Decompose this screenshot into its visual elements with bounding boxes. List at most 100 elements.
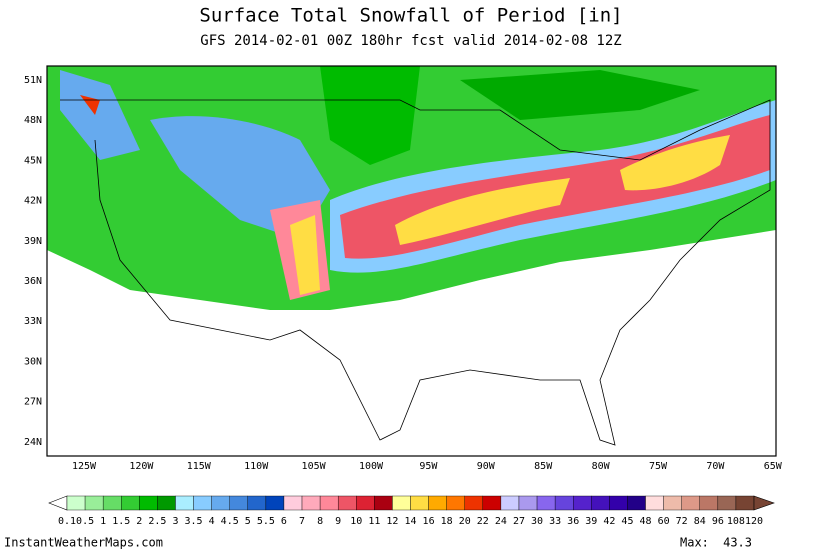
colorbar-swatch bbox=[500, 495, 520, 511]
colorbar-label: 3 bbox=[172, 516, 178, 527]
colorbar-swatch bbox=[446, 495, 465, 511]
colorbar-label: 36 bbox=[567, 516, 579, 527]
colorbar-label: 24 bbox=[495, 516, 507, 527]
colorbar-swatch bbox=[554, 495, 574, 511]
colorbar-label: 84 bbox=[694, 516, 706, 527]
lon-label: 85W bbox=[534, 461, 553, 472]
lat-label: 33N bbox=[24, 316, 42, 327]
colorbar-label: 0.1 bbox=[58, 516, 76, 527]
colorbar-swatch bbox=[609, 495, 628, 511]
colorbar-label: 60 bbox=[658, 516, 670, 527]
colorbar-swatch bbox=[229, 495, 248, 511]
colorbar-label: 108 bbox=[727, 516, 745, 527]
site-name: InstantWeatherMaps.com bbox=[4, 536, 163, 550]
colorbar-swatch bbox=[536, 495, 556, 511]
lon-label: 100W bbox=[359, 461, 384, 472]
colorbar-label: 4.5 bbox=[221, 516, 239, 527]
colorbar-label: 120 bbox=[745, 516, 763, 527]
colorbar-label: 96 bbox=[712, 516, 724, 527]
colorbar-swatch bbox=[428, 495, 447, 511]
lat-label: 36N bbox=[24, 276, 42, 287]
colorbar-label: 42 bbox=[603, 516, 615, 527]
colorbar-swatch bbox=[717, 495, 737, 511]
lon-label: 125W bbox=[72, 461, 97, 472]
colorbar-swatch bbox=[175, 495, 194, 511]
colorbar-label: 45 bbox=[621, 516, 633, 527]
colorbar-label: 33 bbox=[549, 516, 561, 527]
colorbar-label: 2 bbox=[136, 516, 142, 527]
lon-label: 75W bbox=[649, 461, 668, 472]
colorbar-label: 27 bbox=[513, 516, 525, 527]
lat-label: 39N bbox=[24, 236, 42, 247]
colorbar-label: 0.5 bbox=[76, 516, 94, 527]
subtitle: GFS 2014-02-01 00Z 180hr fcst valid 2014… bbox=[200, 33, 621, 49]
title: Surface Total Snowfall of Period [in] bbox=[199, 5, 622, 27]
colorbar-swatch bbox=[410, 495, 429, 511]
colorbar-swatch bbox=[84, 495, 104, 511]
colorbar-swatch bbox=[735, 495, 755, 511]
colorbar-swatch bbox=[121, 495, 140, 511]
colorbar-swatch bbox=[699, 495, 719, 511]
colorbar-label: 3.5 bbox=[185, 516, 203, 527]
lat-label: 48N bbox=[24, 115, 42, 126]
colorbar-swatch bbox=[193, 495, 212, 511]
colorbar-label: 2.5 bbox=[148, 516, 166, 527]
colorbar-label: 6 bbox=[281, 516, 287, 527]
lon-label: 70W bbox=[706, 461, 725, 472]
lat-label: 24N bbox=[24, 437, 42, 448]
lat-label: 27N bbox=[24, 397, 42, 408]
max-value: 43.3 bbox=[723, 536, 752, 550]
colorbar-swatch bbox=[283, 495, 303, 511]
colorbar-swatch bbox=[157, 495, 176, 511]
colorbar-swatch bbox=[591, 495, 610, 511]
colorbar-swatch bbox=[301, 495, 321, 511]
colorbar-label: 20 bbox=[459, 516, 471, 527]
colorbar-label: 72 bbox=[676, 516, 688, 527]
colorbar-swatch bbox=[663, 495, 682, 511]
colorbar-swatch bbox=[211, 495, 230, 511]
lon-label: 110W bbox=[244, 461, 269, 472]
lon-label: 115W bbox=[187, 461, 212, 472]
colorbar-swatch bbox=[139, 495, 158, 511]
colorbar-label: 1 bbox=[100, 516, 106, 527]
colorbar-arrow-left bbox=[48, 495, 68, 511]
colorbar-swatch bbox=[627, 495, 646, 511]
lon-label: 95W bbox=[419, 461, 438, 472]
colorbar-label: 7 bbox=[299, 516, 305, 527]
colorbar-swatch bbox=[518, 495, 538, 511]
colorbar-label: 22 bbox=[477, 516, 489, 527]
lon-label: 65W bbox=[764, 461, 783, 472]
lon-label: 120W bbox=[129, 461, 154, 472]
colorbar-label: 11 bbox=[368, 516, 380, 527]
lat-label: 30N bbox=[24, 356, 42, 367]
colorbar-label: 9 bbox=[335, 516, 341, 527]
colorbar-label: 4 bbox=[209, 516, 215, 527]
lat-label: 51N bbox=[24, 75, 42, 86]
colorbar-label: 12 bbox=[386, 516, 398, 527]
colorbar-swatch bbox=[337, 495, 357, 511]
colorbar-label: 16 bbox=[423, 516, 435, 527]
colorbar-swatch bbox=[482, 495, 502, 511]
colorbar-label: 30 bbox=[531, 516, 543, 527]
colorbar-arrow-right bbox=[753, 495, 775, 511]
colorbar-label: 48 bbox=[640, 516, 652, 527]
lon-label: 90W bbox=[477, 461, 496, 472]
colorbar-swatch bbox=[319, 495, 339, 511]
colorbar-label: 18 bbox=[441, 516, 453, 527]
colorbar-swatch bbox=[681, 495, 700, 511]
max-label: Max: bbox=[680, 536, 709, 550]
colorbar-swatch bbox=[645, 495, 664, 511]
colorbar-swatch bbox=[374, 495, 393, 511]
colorbar-swatch bbox=[573, 495, 592, 511]
colorbar-label: 1.5 bbox=[112, 516, 130, 527]
lon-label: 105W bbox=[302, 461, 327, 472]
colorbar-label: 5.5 bbox=[257, 516, 275, 527]
colorbar-swatch bbox=[102, 495, 122, 511]
lat-label: 42N bbox=[24, 196, 42, 207]
colorbar-swatch bbox=[66, 495, 86, 511]
colorbar-swatch bbox=[464, 495, 484, 511]
lat-label: 45N bbox=[24, 155, 42, 166]
colorbar-label: 5 bbox=[245, 516, 251, 527]
colorbar-label: 10 bbox=[350, 516, 362, 527]
colorbar-swatch bbox=[265, 495, 285, 511]
